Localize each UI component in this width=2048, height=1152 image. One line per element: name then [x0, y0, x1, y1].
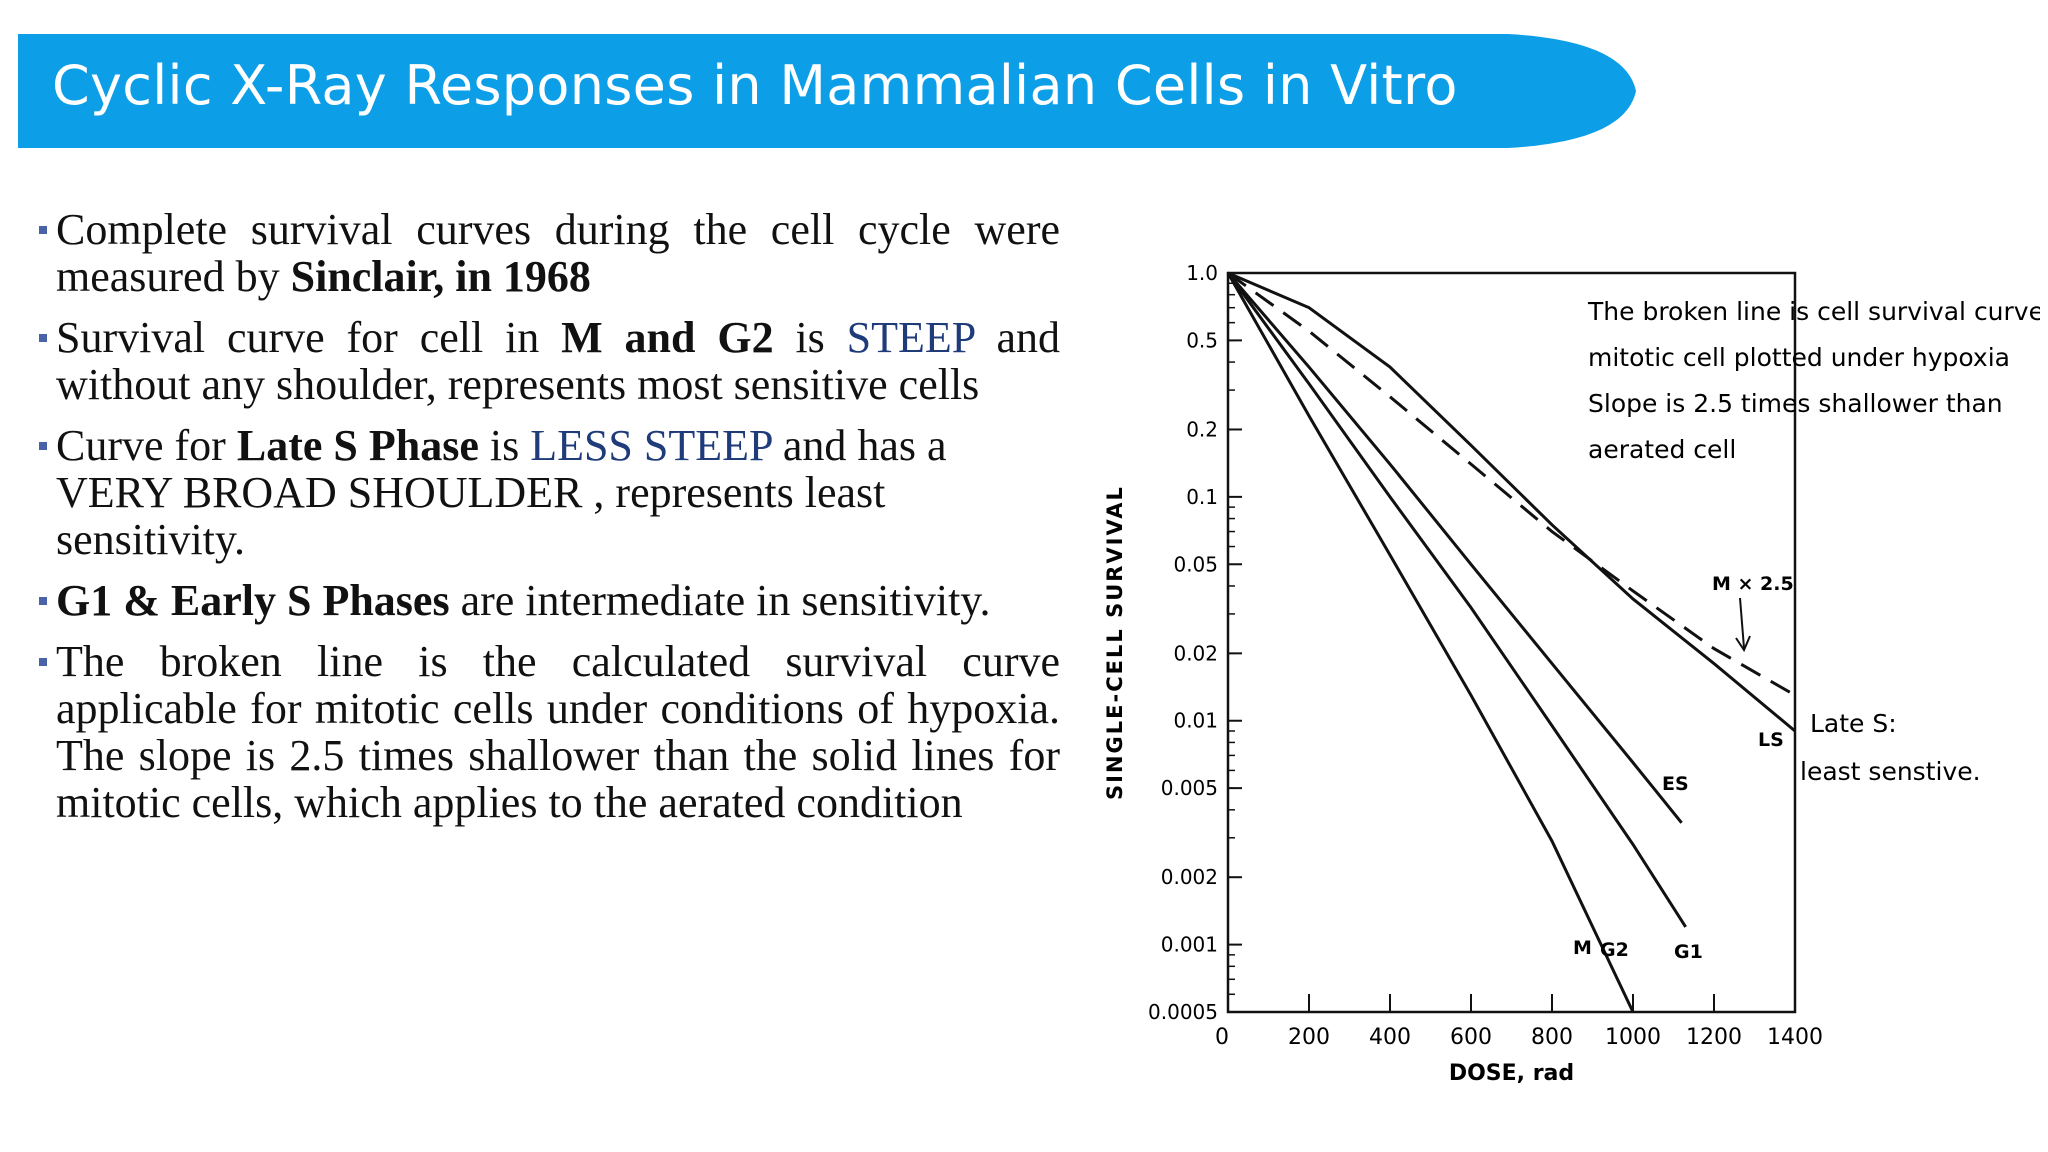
x-tick-label: 1200: [1686, 1025, 1742, 1050]
bullet-bold: Sinclair, in 1968: [290, 252, 591, 301]
y-tick-label: 0.05: [1173, 552, 1218, 576]
y-tick-label: 0.5: [1186, 328, 1218, 352]
x-tick-label: 400: [1369, 1025, 1411, 1050]
series-line-1: [1226, 272, 1687, 928]
series-label-m-x-2-5: M × 2.5: [1712, 573, 1794, 595]
series-line-4: [1227, 271, 1796, 697]
bullet-text: and without any shoulder, represents mos…: [56, 313, 1060, 409]
x-axis-label: DOSE, rad: [1449, 1061, 1574, 1086]
x-tick-label: 800: [1531, 1025, 1573, 1050]
series-label-g1: G1: [1674, 941, 1703, 963]
bullet-text: Survival curve for cell in: [56, 313, 562, 362]
bullet-bold: Late S Phase: [236, 421, 479, 470]
series-label-es: ES: [1662, 773, 1689, 795]
series-line-0: [1226, 272, 1635, 1013]
bullet-list: Complete survival curves during the cell…: [36, 206, 1060, 840]
y-tick-label: 0.02: [1173, 641, 1218, 665]
bullet-text: Complete survival curves during the cell…: [56, 205, 1060, 301]
y-axis-label: SINGLE-CELL SURVIVAL: [1103, 485, 1127, 800]
bullet-highlight: LESS STEEP: [530, 421, 772, 470]
bullet-bold: G1 & Early S Phases: [56, 576, 450, 625]
survival-chart-svg: 0 200 400 600 800 1000 1200 1400 1.0 0.5 0.2 0.1 0.0…: [1103, 261, 2048, 1086]
y-tick-label: 0.002: [1161, 865, 1218, 889]
bullet-text: is: [773, 313, 847, 362]
m-x-2-5-arrowhead: [1735, 635, 1751, 653]
series-line-3: [1227, 271, 1796, 733]
hypoxia-note-line-2: mitotic cell plotted under hypoxia: [1588, 343, 2010, 372]
y-tick-label: 0.0005: [1148, 1000, 1218, 1024]
slide-title: Cyclic X-Ray Responses in Mammalian Cell…: [52, 54, 1458, 117]
bullet-item: Curve for Late S Phase is LESS STEEP and…: [36, 422, 1060, 563]
bullet-item: G1 & Early S Phases are intermediate in …: [36, 577, 1060, 624]
hypoxia-note-line-4: aerated cell: [1588, 435, 1736, 464]
survival-chart: 0 200 400 600 800 1000 1200 1400 1.0 0.5 0.2 0.1 0.0…: [1100, 240, 2048, 1120]
series-line-2: [1226, 272, 1683, 824]
late-s-note-line-1: Late S:: [1810, 709, 1897, 738]
series-label-ls: LS: [1758, 729, 1784, 751]
bullet-bold: M and G2: [561, 313, 774, 362]
bullet-highlight: STEEP: [846, 313, 975, 362]
bullet-item: Complete survival curves during the cell…: [36, 206, 1060, 300]
y-tick-label: 0.005: [1161, 776, 1218, 800]
bullet-text: The broken line is the calculated surviv…: [56, 637, 1060, 827]
title-banner-shape: [18, 34, 1636, 148]
x-tick-label: 0: [1215, 1025, 1229, 1050]
bullet-item: The broken line is the calculated surviv…: [36, 638, 1060, 826]
bullet-text: are intermediate in sensitivity.: [449, 576, 991, 625]
y-tick-label: 0.2: [1186, 417, 1218, 441]
bullet-text: Curve for: [56, 421, 237, 470]
x-tick-label: 600: [1450, 1025, 1492, 1050]
y-tick-label: 0.001: [1161, 933, 1218, 957]
bullet-text: is: [478, 421, 531, 470]
bullet-text: and has a VERY BROAD SHOULDER , represen…: [56, 421, 947, 564]
bullet-item: Survival curve for cell in M and G2 is S…: [36, 314, 1060, 408]
x-tick-label: 1000: [1605, 1025, 1661, 1050]
late-s-note-line-2: least senstive.: [1800, 757, 1981, 786]
y-tick-label: 0.01: [1173, 709, 1218, 733]
m-x-2-5-pointer: [1739, 597, 1745, 649]
y-tick-label: 1.0: [1186, 261, 1218, 285]
series-label-g2: G2: [1600, 939, 1629, 961]
x-tick-label: 200: [1288, 1025, 1330, 1050]
hypoxia-note-line-1: The broken line is cell survival curve f…: [1587, 297, 2040, 326]
y-tick-label: 0.1: [1186, 485, 1218, 509]
plot-frame: [1226, 271, 1797, 1014]
x-tick-label: 1400: [1767, 1025, 1823, 1050]
hypoxia-note-line-3: Slope is 2.5 times shallower than: [1588, 389, 2003, 418]
series-label-m: M: [1573, 937, 1592, 959]
title-banner: Cyclic X-Ray Responses in Mammalian Cell…: [18, 34, 1638, 148]
